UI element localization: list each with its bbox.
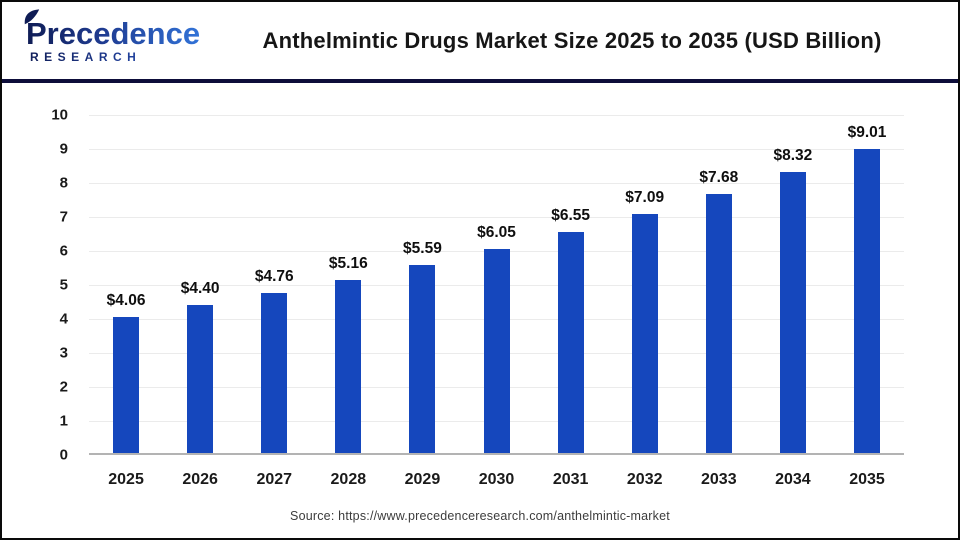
bar-value-label: $6.55 [551,207,591,225]
logo-line1-text: Precedence [26,16,201,51]
bar-value-label: $7.09 [625,188,665,206]
y-tick-label: 6 [59,242,68,260]
bar-value-label: $7.68 [699,168,739,186]
x-axis-baseline [89,453,904,455]
bar-value-label: $8.32 [773,147,813,165]
plot-area: $4.06 $4.40 $4.76 $5.16 $5.59 $6.05 $6.55 $7.09… [89,114,904,455]
bar-value-label: $5.59 [403,239,442,257]
bar-2030 [483,249,510,455]
bar-column: $5.16 [311,115,385,455]
bar-value-label: $6.05 [477,224,516,242]
x-tick-label: 2026 [182,471,218,488]
y-tick-label: 4 [59,310,68,328]
precedence-research-logo: Precedence RESEARCH [24,9,216,63]
x-tick-label: 2028 [330,471,367,488]
bar-2033 [705,193,732,455]
bar-2028 [335,279,362,455]
bar-column: $7.68 [682,115,756,455]
x-tick-label: 2030 [478,471,515,488]
bar-2035 [853,148,880,455]
bar-column: $4.76 [237,115,311,455]
bar-2026 [187,305,214,455]
gridline [89,114,904,116]
bar-2025 [113,316,140,455]
header: Precedence RESEARCH Anthelmintic Drugs M… [2,2,958,83]
y-tick-label: 3 [59,344,68,362]
bar-2029 [409,264,436,455]
source-text: Source: https://www.precedenceresearch.c… [290,509,670,523]
y-tick-label: 9 [59,140,68,158]
gridline [89,182,904,184]
x-tick-label: 2029 [404,471,441,488]
y-tick-label: 5 [59,276,68,294]
x-tick-label: 2034 [775,471,811,488]
logo-subtitle: RESEARCH [26,51,216,63]
bar-value-label: $4.40 [180,280,220,298]
gridline [89,148,904,150]
y-tick-label: 2 [59,378,68,396]
bar-2027 [261,293,288,455]
bar-column: $7.09 [608,115,682,455]
bar-value-label: $9.01 [847,123,887,141]
bar-chart: 0 1 2 3 4 5 6 7 8 9 10 $4.06 $4.40 $4.76 $5.16 $5.59 $6… [2,87,958,538]
x-tick-label: 2031 [552,471,589,488]
bar-column: $6.05 [459,115,533,455]
gridline [89,216,904,218]
bar-value-label: $5.16 [328,254,368,272]
y-tick-label: 7 [59,208,68,226]
x-tick-label: 2035 [849,471,885,488]
bar-column: $9.01 [830,115,904,455]
page-title: Anthelmintic Drugs Market Size 2025 to 2… [262,27,882,53]
y-axis: 0 1 2 3 4 5 6 7 8 9 10 [2,107,76,464]
x-tick-label: 2032 [626,471,663,488]
bar-value-label: $4.76 [254,268,294,286]
y-tick-label: 0 [59,446,68,464]
y-tick-label: 1 [59,412,68,430]
bar-column: $8.32 [756,115,830,455]
bar-2032 [631,213,658,455]
x-tick-label: 2033 [701,471,737,488]
bars-row: $4.06 $4.40 $4.76 $5.16 $5.59 $6.05 $6.55 $7.09… [89,115,904,455]
y-tick-label: 8 [59,174,68,192]
x-axis: 2025 2026 2027 2028 2029 2030 2031 2032 2033 2034… [89,471,904,489]
bar-2031 [557,232,584,455]
bar-column: $5.59 [385,115,459,455]
x-tick-label: 2025 [108,471,144,488]
bar-column: $4.06 [89,115,163,455]
bar-value-label: $4.06 [106,291,146,309]
y-tick-label: 10 [51,106,68,124]
bar-column: $4.40 [163,115,237,455]
x-tick-label: 2027 [256,471,293,488]
leaf-icon [24,9,40,25]
bar-column: $6.55 [534,115,608,455]
logo-wordmark: Precedence [24,9,201,51]
bar-2034 [779,172,806,455]
